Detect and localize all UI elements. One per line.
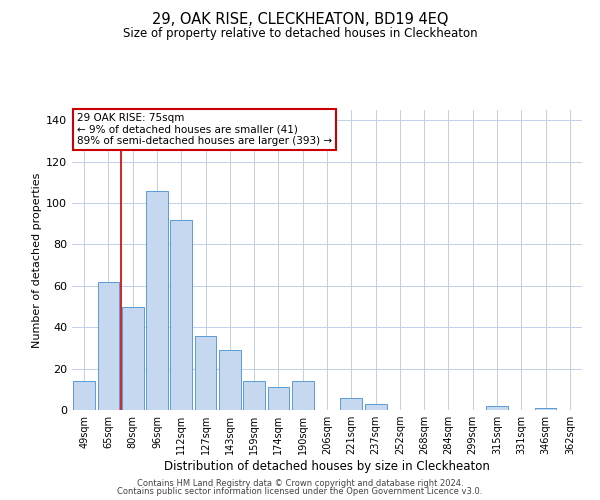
Bar: [122, 306, 143, 410]
Bar: [73, 381, 95, 410]
Bar: [268, 387, 289, 410]
Bar: [219, 350, 241, 410]
Text: Contains HM Land Registry data © Crown copyright and database right 2024.: Contains HM Land Registry data © Crown c…: [137, 478, 463, 488]
Bar: [243, 381, 265, 410]
Y-axis label: Number of detached properties: Number of detached properties: [32, 172, 42, 348]
Bar: [535, 408, 556, 410]
Text: Size of property relative to detached houses in Cleckheaton: Size of property relative to detached ho…: [122, 28, 478, 40]
Bar: [365, 404, 386, 410]
X-axis label: Distribution of detached houses by size in Cleckheaton: Distribution of detached houses by size …: [164, 460, 490, 473]
Bar: [486, 406, 508, 410]
Text: Contains public sector information licensed under the Open Government Licence v3: Contains public sector information licen…: [118, 487, 482, 496]
Text: 29, OAK RISE, CLECKHEATON, BD19 4EQ: 29, OAK RISE, CLECKHEATON, BD19 4EQ: [152, 12, 448, 28]
Bar: [340, 398, 362, 410]
Bar: [292, 381, 314, 410]
Text: 29 OAK RISE: 75sqm
← 9% of detached houses are smaller (41)
89% of semi-detached: 29 OAK RISE: 75sqm ← 9% of detached hous…: [77, 113, 332, 146]
Bar: [194, 336, 217, 410]
Bar: [170, 220, 192, 410]
Bar: [146, 190, 168, 410]
Bar: [97, 282, 119, 410]
